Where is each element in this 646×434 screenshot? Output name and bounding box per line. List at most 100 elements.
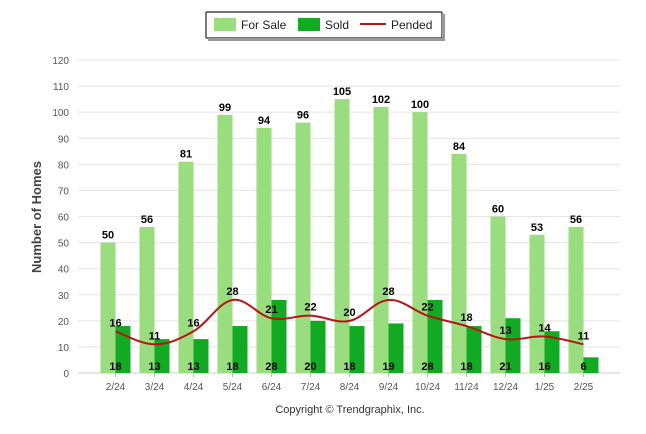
data-label-for-sale: 81 (180, 149, 192, 161)
copyright: Copyright © Trendgraphix, Inc. (275, 404, 424, 416)
x-tick-label: 2/24 (106, 382, 126, 393)
bar-sold (193, 339, 209, 373)
x-tick-label: 3/24 (145, 382, 165, 393)
pended-line (115, 298, 584, 346)
data-label-for-sale: 56 (570, 214, 582, 226)
y-tick-label: 20 (58, 317, 70, 328)
data-label-for-sale: 94 (258, 115, 271, 127)
data-label-for-sale: 105 (333, 86, 351, 98)
x-axis-ticks: 2/24 3/24 4/24 5/24 6/24 7/24 8/24 9/24 10/24 11/… (106, 373, 594, 393)
bar-sold (544, 331, 560, 373)
data-label-pended: 18 (460, 312, 472, 324)
pended-line-path (115, 298, 584, 346)
data-label-for-sale: 50 (102, 230, 114, 242)
bar-sold (466, 326, 482, 373)
data-label-pended: 16 (109, 317, 121, 329)
data-label-for-sale: 53 (531, 222, 543, 234)
y-tick-label: 80 (58, 160, 70, 171)
legend-label-for-sale: For Sale (241, 18, 287, 32)
x-tick-label: 2/25 (574, 382, 594, 393)
data-label-pended: 14 (538, 322, 551, 334)
y-tick-label: 0 (63, 369, 69, 380)
legend-label-sold: Sold (325, 18, 349, 32)
legend-swatch-sold (298, 18, 320, 31)
legend-shadow (442, 14, 445, 40)
data-label-sold: 28 (421, 361, 433, 373)
data-label-pended: 13 (499, 325, 511, 337)
data-label-for-sale: 60 (492, 204, 504, 216)
bar-for-sale (529, 234, 545, 373)
legend-swatch-for-sale (214, 18, 236, 31)
data-label-for-sale: 102 (372, 94, 390, 106)
x-tick-label: 12/24 (493, 382, 518, 393)
data-label-for-sale: 56 (141, 214, 153, 226)
bar-for-sale (451, 153, 467, 373)
y-tick-label: 60 (58, 213, 70, 224)
data-label-sold: 20 (304, 361, 316, 373)
data-label-for-sale: 84 (453, 141, 466, 153)
data-label-sold: 13 (148, 361, 160, 373)
data-label-sold: 16 (538, 361, 550, 373)
x-tick-label: 9/24 (379, 382, 399, 393)
data-label-sold: 18 (109, 361, 121, 373)
bar-for-sale (139, 226, 155, 373)
y-tick-label: 30 (58, 291, 70, 302)
x-tick-label: 6/24 (262, 382, 282, 393)
y-tick-label: 40 (58, 265, 70, 276)
y-tick-label: 120 (52, 56, 69, 67)
x-tick-label: 5/24 (223, 382, 243, 393)
data-label-sold: 6 (580, 361, 586, 373)
data-label-for-sale: 99 (219, 102, 231, 114)
bar-for-sale (100, 242, 116, 373)
bar-for-sale (568, 226, 584, 373)
bar-for-sale (256, 127, 272, 373)
data-label-sold: 19 (382, 361, 394, 373)
legend: For Sale Sold Pended (205, 11, 445, 41)
y-tick-label: 10 (58, 343, 70, 354)
x-tick-label: 8/24 (340, 382, 360, 393)
x-tick-label: 11/24 (454, 382, 479, 393)
bar-sold (232, 326, 248, 373)
bar-for-sale (334, 99, 350, 373)
data-label-pended: 22 (421, 302, 433, 314)
y-axis-label: Number of Homes (29, 161, 44, 273)
legend-shadow (208, 38, 445, 41)
bar-sold (388, 323, 404, 373)
data-label-for-sale: 96 (297, 110, 309, 122)
legend-label-pended: Pended (391, 18, 432, 32)
data-label-pended: 21 (265, 304, 277, 316)
bar-sold (505, 318, 521, 373)
y-tick-label: 50 (58, 239, 70, 250)
bar-sold (115, 326, 131, 373)
bar-for-sale (295, 122, 311, 373)
y-axis-ticks: 0 10 20 30 40 50 60 70 80 90 100 110 120 (52, 56, 69, 380)
y-tick-label: 110 (53, 82, 69, 93)
y-tick-label: 90 (58, 134, 70, 145)
data-labels: 50 18 56 13 81 13 99 18 94 28 96 20 105 18 102 19 100 28 8… (102, 86, 589, 373)
bar-sold (583, 357, 599, 373)
data-label-pended: 28 (382, 286, 394, 298)
bar-sold (310, 320, 326, 373)
data-label-pended: 16 (187, 317, 199, 329)
data-label-sold: 18 (343, 361, 355, 373)
data-label-pended: 11 (149, 330, 161, 342)
data-label-pended: 28 (226, 286, 238, 298)
data-label-sold: 13 (187, 361, 199, 373)
bar-sold (154, 339, 170, 373)
x-tick-label: 10/24 (415, 382, 440, 393)
bar-for-sale (217, 114, 233, 374)
bar-for-sale (412, 112, 428, 374)
data-label-for-sale: 100 (411, 99, 429, 111)
x-tick-label: 4/24 (184, 382, 204, 393)
bar-sold (349, 326, 365, 373)
bar-for-sale (490, 216, 506, 373)
bar-for-sale (373, 106, 389, 373)
data-label-sold: 18 (226, 361, 238, 373)
y-tick-label: 70 (58, 186, 70, 197)
data-label-pended: 20 (343, 307, 355, 319)
data-label-sold: 28 (265, 361, 277, 373)
data-label-pended: 11 (578, 330, 590, 342)
bar-for-sale (178, 161, 194, 373)
data-label-pended: 22 (304, 302, 316, 314)
